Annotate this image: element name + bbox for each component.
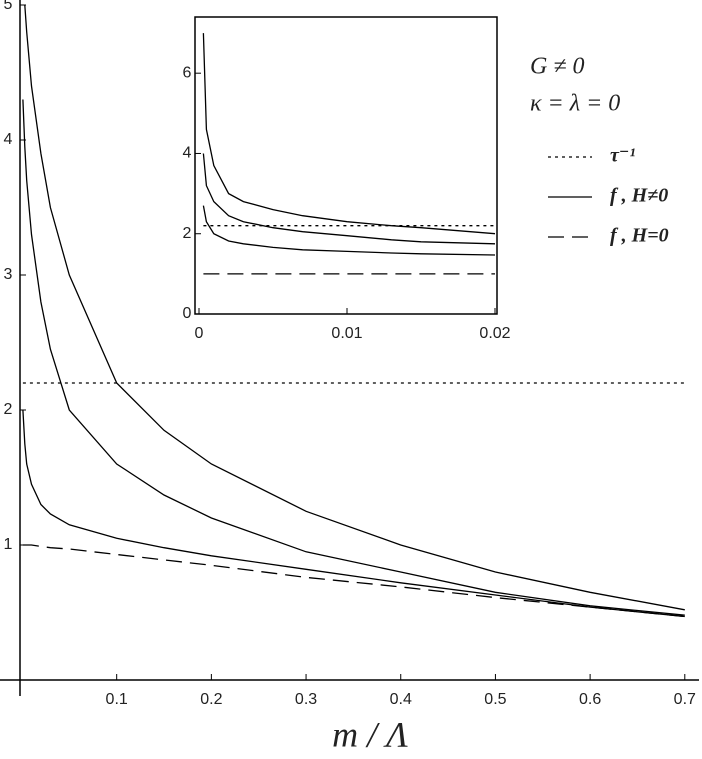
x-tick-label: 0.5 [484,691,506,708]
x-axis-title: m / Λ [332,714,408,754]
y-tick-label: 2 [4,401,13,418]
x-tick-label: 0.02 [479,325,510,342]
x-tick-label: 0.01 [331,325,362,342]
series-line [22,99,685,616]
x-tick-label: 0.1 [106,691,128,708]
x-tick-label: 0.4 [390,691,412,708]
series-line [24,4,685,611]
series-line [22,409,685,618]
y-tick-label: 6 [183,64,192,81]
y-tick-label: 0 [183,305,192,322]
y-tick-label: 3 [4,266,13,283]
x-tick-label: 0.6 [579,691,601,708]
series-line [202,205,496,256]
y-tick-label: 5 [4,0,13,13]
y-tick-label: 2 [183,225,192,242]
series-line [202,153,496,245]
annotation: G ≠ 0 [530,54,585,80]
x-tick-label: 0.7 [674,691,696,708]
x-tick-label: 0 [195,325,204,342]
series-line [202,33,496,235]
y-tick-label: 1 [4,536,13,553]
annotation: κ = λ = 0 [530,91,620,117]
y-tick-label: 4 [4,131,13,148]
x-tick-label: 0.2 [200,691,222,708]
legend-label: f , H=0 [610,225,669,247]
plot-frame [194,16,498,315]
legend-label: f , H≠0 [610,185,668,207]
legend-label: τ⁻¹ [610,145,635,167]
series-line [22,544,685,618]
x-tick-label: 0.3 [295,691,317,708]
y-tick-label: 4 [183,145,192,162]
